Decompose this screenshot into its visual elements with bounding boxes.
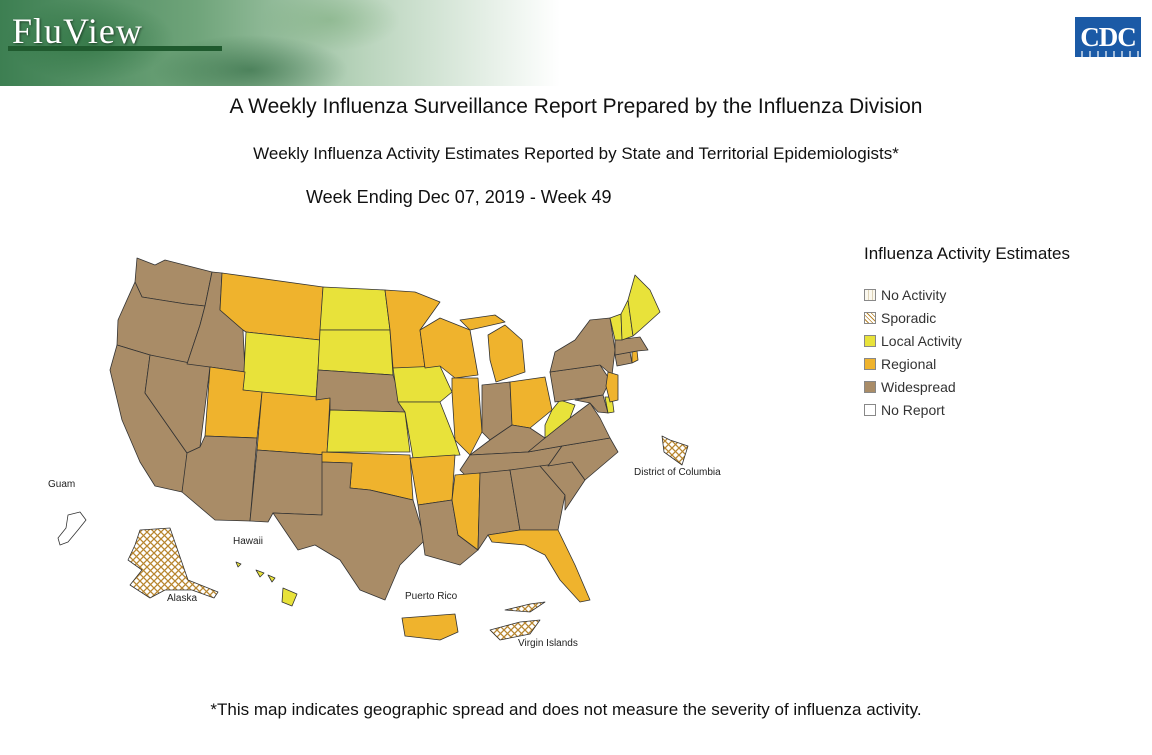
territory-VI[interactable] xyxy=(489,601,546,641)
state-HI[interactable] xyxy=(235,561,298,607)
legend-swatch xyxy=(864,334,876,347)
state-OH[interactable] xyxy=(509,376,553,429)
state-AZ[interactable] xyxy=(181,435,258,522)
header-banner: FluView CDC xyxy=(0,0,1152,86)
state-RI[interactable] xyxy=(631,350,639,364)
label-dc: District of Columbia xyxy=(634,467,721,478)
legend-item-no-report: No Report xyxy=(864,398,1070,421)
label-virgin-islands: Virgin Islands xyxy=(518,638,578,649)
footnote: *This map indicates geographic spread an… xyxy=(210,700,922,719)
fluview-brand: FluView xyxy=(12,11,143,51)
legend-swatch xyxy=(864,380,876,393)
legend-swatch xyxy=(864,311,876,324)
legend-item-widespread: Widespread xyxy=(864,375,1070,398)
state-MO[interactable] xyxy=(397,401,461,459)
banner-artwork xyxy=(0,0,560,86)
state-NM[interactable] xyxy=(249,449,328,523)
legend: Influenza Activity Estimates No Activity… xyxy=(864,244,1070,421)
legend-swatch xyxy=(864,357,876,370)
label-alaska: Alaska xyxy=(167,593,197,604)
legend-label: Local Activity xyxy=(881,332,962,349)
report-title: A Weekly Influenza Surveillance Report P… xyxy=(229,95,923,118)
territory-DC[interactable] xyxy=(661,435,689,466)
label-puerto-rico: Puerto Rico xyxy=(405,591,458,602)
legend-swatch xyxy=(864,403,876,416)
report-subtitle: Weekly Influenza Activity Estimates Repo… xyxy=(253,144,899,163)
state-ND[interactable] xyxy=(319,286,391,331)
state-MI[interactable] xyxy=(459,314,526,383)
legend-label: Regional xyxy=(881,355,937,372)
legend-label: No Report xyxy=(881,401,945,418)
legend-title: Influenza Activity Estimates xyxy=(864,244,1070,263)
state-FL[interactable] xyxy=(487,529,591,603)
territory-GU[interactable] xyxy=(57,511,87,546)
state-WY[interactable] xyxy=(242,331,321,401)
state-SD[interactable] xyxy=(317,329,394,376)
state-NJ[interactable] xyxy=(605,371,619,403)
brand-underline xyxy=(8,46,222,51)
state-WI[interactable] xyxy=(419,317,479,379)
territory-PR[interactable] xyxy=(401,613,459,641)
legend-label: Widespread xyxy=(881,378,956,395)
state-MS[interactable] xyxy=(451,472,481,551)
state-AR[interactable] xyxy=(409,454,456,506)
legend-item-regional: Regional xyxy=(864,352,1070,375)
week-label: Week Ending Dec 07, 2019 - Week 49 xyxy=(306,187,612,207)
label-hawaii: Hawaii xyxy=(233,536,263,547)
state-TX[interactable] xyxy=(272,461,426,601)
legend-item-local-activity: Local Activity xyxy=(864,329,1070,352)
legend-label: No Activity xyxy=(881,286,947,303)
state-MA[interactable] xyxy=(614,336,649,356)
legend-item-sporadic: Sporadic xyxy=(864,306,1070,329)
legend-item-no-activity: No Activity xyxy=(864,283,1070,306)
state-GA[interactable] xyxy=(509,465,566,531)
state-NY[interactable] xyxy=(549,317,616,376)
state-IA[interactable] xyxy=(392,365,453,403)
legend-swatch xyxy=(864,288,876,301)
label-guam: Guam xyxy=(48,479,75,490)
state-KS[interactable] xyxy=(326,409,411,453)
cdc-logo[interactable]: CDC xyxy=(1075,17,1141,57)
state-ME[interactable] xyxy=(627,274,661,337)
state-WV[interactable] xyxy=(544,399,576,439)
state-MD[interactable] xyxy=(574,394,609,414)
state-CO[interactable] xyxy=(256,391,331,456)
state-AK[interactable] xyxy=(127,527,219,599)
legend-label: Sporadic xyxy=(881,309,937,326)
